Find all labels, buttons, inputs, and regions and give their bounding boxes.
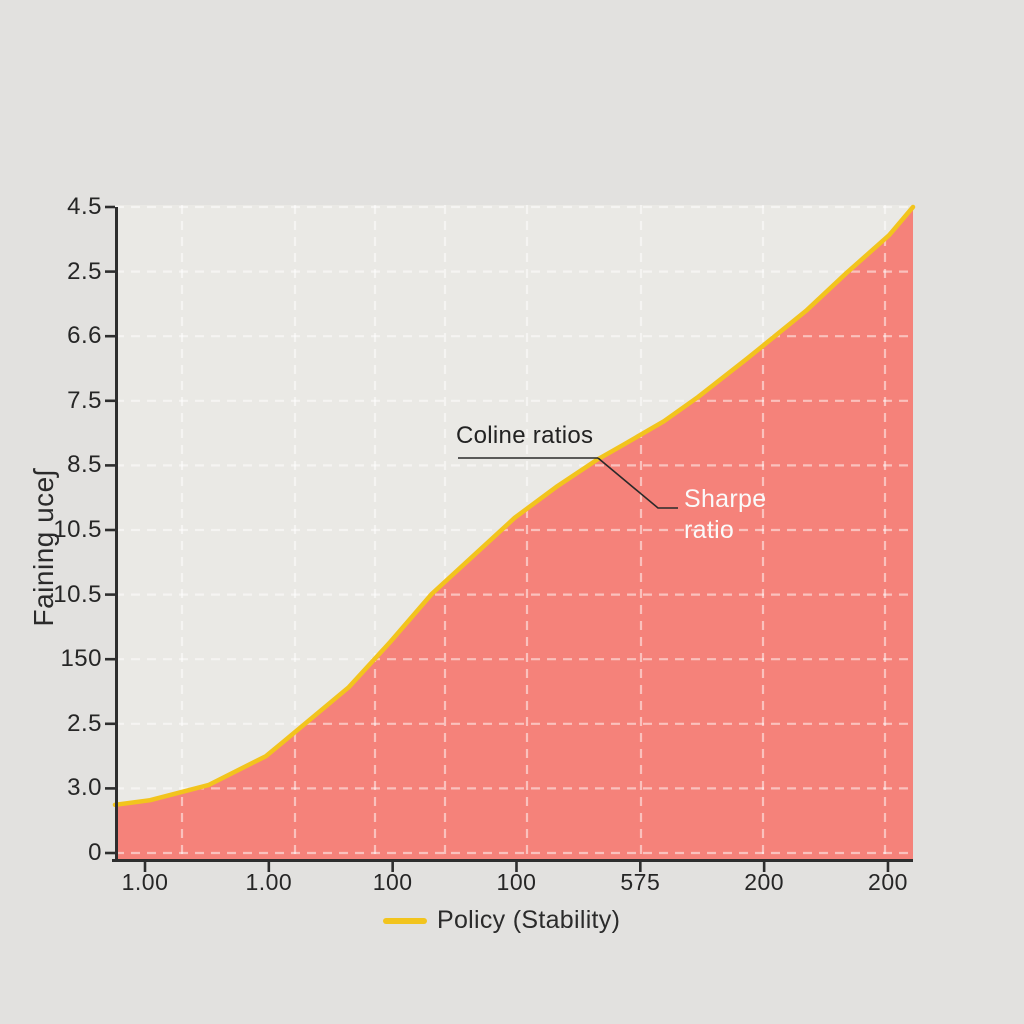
x-tick-label: 100	[496, 869, 537, 895]
gridlines	[115, 205, 913, 862]
y-tick-label: 150	[60, 645, 102, 673]
y-tick-label: 6.6	[67, 322, 102, 350]
y-tick-label: 2.5	[67, 709, 102, 737]
x-tick-label: 200	[744, 869, 785, 895]
legend-swatch-policy	[383, 917, 427, 924]
x-tick-label: 200	[868, 869, 908, 895]
chart-svg	[105, 204, 916, 872]
y-tick-label: 10.5	[53, 580, 102, 608]
y-tick-label: 2.5	[67, 257, 102, 285]
legend: Policy (Stability)	[383, 906, 620, 935]
axis-lines	[112, 207, 913, 862]
y-tick-label: 7.5	[67, 386, 102, 414]
x-tick-label: 100	[372, 869, 413, 895]
annotation-coline-ratios: Coline ratios	[456, 422, 594, 449]
area-fill	[115, 207, 913, 862]
tick-marks	[105, 205, 890, 872]
plot-area	[105, 204, 916, 872]
annotation-connector	[458, 457, 678, 509]
y-tick-label: 0	[88, 839, 102, 866]
policy-line	[112, 204, 916, 808]
x-tick-label: 1.00	[245, 869, 293, 895]
y-tick-label: 10.5	[53, 516, 102, 543]
y-tick-label: 4.5	[67, 193, 102, 220]
y-tick-label: 3.0	[67, 774, 102, 802]
sharpe-leader-line	[597, 457, 678, 509]
y-tick-label: 8.5	[67, 451, 102, 479]
x-tick-label: 575	[620, 869, 661, 895]
x-tick-label: 1.00	[121, 869, 169, 895]
legend-label-policy: Policy (Stability)	[437, 906, 621, 934]
annotation-sharpe-ratio: Sharpe ratio	[684, 485, 767, 544]
